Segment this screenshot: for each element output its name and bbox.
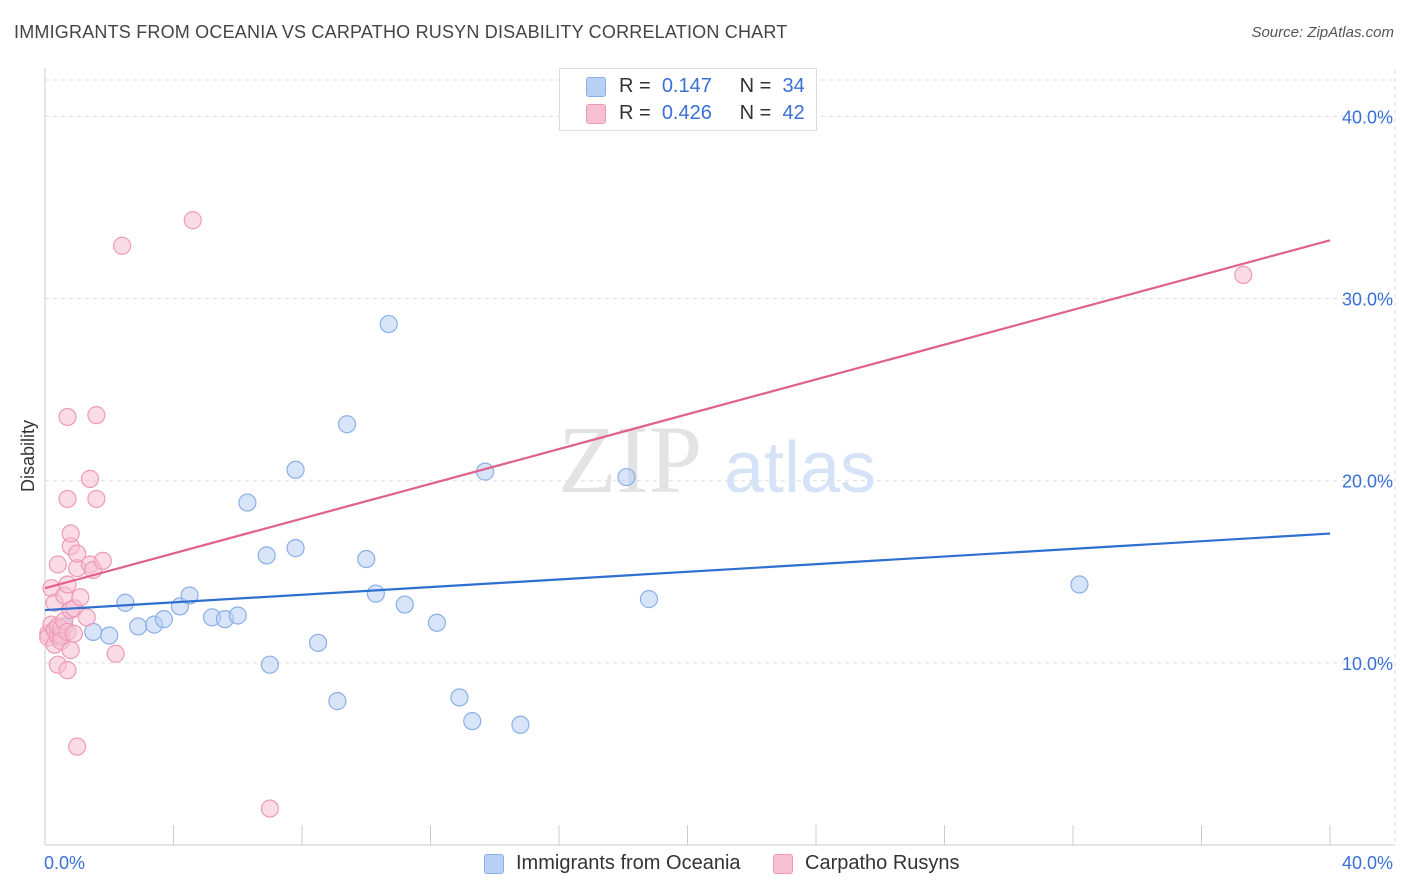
point-rusyn xyxy=(58,489,77,509)
point-rusyn xyxy=(112,236,132,255)
point-oceania xyxy=(154,610,173,629)
point-rusyn xyxy=(61,641,80,660)
point-rusyn xyxy=(260,799,279,818)
tick-labels: 10.0% 20.0% 30.0% 40.0% 0.0% 40.0% xyxy=(44,107,1393,873)
point-rusyn xyxy=(58,661,77,680)
trend-line-oceania xyxy=(44,532,1331,612)
point-oceania xyxy=(450,688,469,707)
legend-swatch-pink xyxy=(773,854,793,874)
point-oceania xyxy=(366,584,385,603)
point-oceania xyxy=(511,715,530,734)
point-rusyn xyxy=(68,737,87,756)
point-oceania xyxy=(617,467,636,487)
n-value: 42 xyxy=(782,102,805,124)
point-oceania xyxy=(100,626,119,645)
point-oceania xyxy=(1070,575,1089,594)
r-label: R = xyxy=(619,75,651,97)
axes xyxy=(44,68,1395,846)
point-oceania xyxy=(357,549,376,569)
point-rusyn xyxy=(1234,265,1253,284)
point-oceania xyxy=(308,633,328,652)
n-label: N = xyxy=(739,102,772,124)
point-oceania xyxy=(180,586,199,605)
watermark: ZIP atlas xyxy=(558,406,876,513)
point-oceania xyxy=(116,593,135,612)
point-oceania xyxy=(286,460,305,479)
point-oceania xyxy=(286,539,305,558)
y-tick-label: 30.0% xyxy=(1342,290,1393,310)
chart-title: IMMIGRANTS FROM OCEANIA VS CARPATHO RUSY… xyxy=(14,22,788,42)
point-oceania xyxy=(328,692,347,711)
point-rusyn xyxy=(80,469,100,488)
trend-line-rusyn xyxy=(44,239,1331,590)
data-points xyxy=(39,211,1253,818)
y-tick-label: 10.0% xyxy=(1342,654,1393,674)
point-rusyn xyxy=(87,489,106,509)
point-rusyn xyxy=(71,588,90,607)
point-rusyn xyxy=(87,406,106,425)
point-rusyn xyxy=(58,407,77,427)
point-rusyn xyxy=(106,644,125,663)
point-rusyn xyxy=(68,544,87,563)
point-rusyn xyxy=(48,555,67,574)
x-tick-label: 40.0% xyxy=(1342,853,1393,873)
watermark-zip: ZIP xyxy=(558,406,702,513)
point-rusyn xyxy=(64,624,84,643)
point-oceania xyxy=(395,595,414,614)
y-tick-label: 40.0% xyxy=(1342,107,1393,127)
source-label: Source: ZipAtlas.com xyxy=(1251,24,1394,41)
y-axis-label: Disability xyxy=(18,420,38,492)
point-oceania xyxy=(639,590,659,609)
watermark-atlas: atlas xyxy=(724,428,876,508)
point-rusyn xyxy=(183,211,202,230)
trend-lines xyxy=(44,239,1331,612)
point-rusyn xyxy=(93,551,112,570)
point-oceania xyxy=(257,546,276,565)
y-tick-label: 20.0% xyxy=(1342,472,1393,492)
point-oceania xyxy=(379,314,398,334)
legend-label: Immigrants from Oceania xyxy=(516,852,741,874)
point-oceania xyxy=(427,613,447,632)
point-oceania xyxy=(463,712,482,731)
point-rusyn xyxy=(61,524,80,543)
r-value: 0.147 xyxy=(661,75,712,97)
n-value: 34 xyxy=(782,75,805,97)
point-oceania xyxy=(228,606,247,625)
point-oceania xyxy=(337,415,357,434)
legend-swatch-pink xyxy=(586,104,606,124)
legend-label: Carpatho Rusyns xyxy=(805,852,960,874)
point-oceania xyxy=(260,655,279,674)
point-oceania xyxy=(238,493,257,512)
legend-swatch-blue xyxy=(586,77,606,97)
r-label: R = xyxy=(619,102,651,124)
r-value: 0.426 xyxy=(661,102,712,124)
point-oceania xyxy=(129,617,148,636)
legend-swatch-blue xyxy=(484,854,504,874)
x-tick-label: 0.0% xyxy=(44,853,85,873)
stats-legend: R = 0.147 N = 34 R = 0.426 N = 42 xyxy=(559,68,817,131)
n-label: N = xyxy=(739,75,772,97)
point-rusyn xyxy=(77,608,96,627)
gridlines xyxy=(45,70,1396,845)
